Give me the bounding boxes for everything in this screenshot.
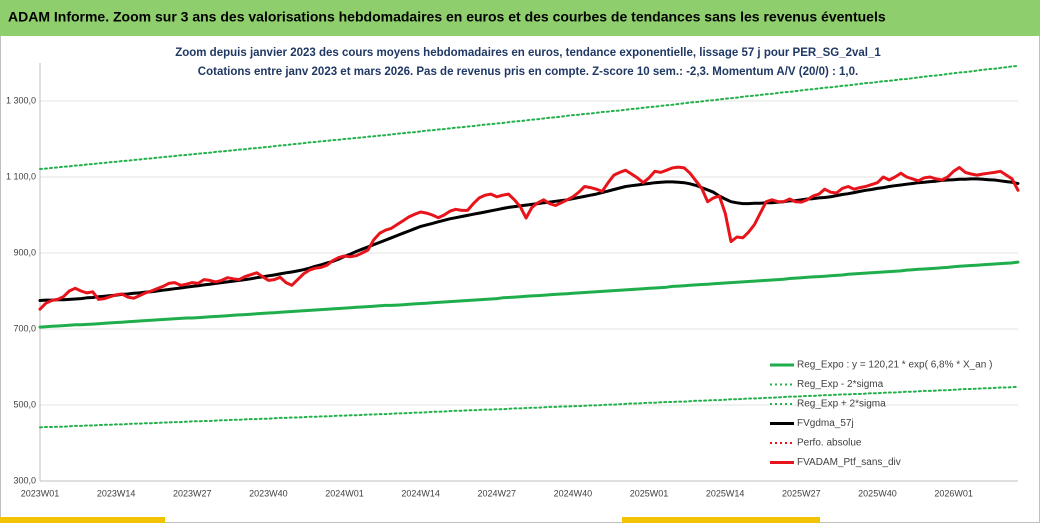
x-tick-label: 2025W01 [630, 488, 669, 498]
chart-subtitle: Cotations entre janv 2023 et mars 2026. … [198, 66, 858, 78]
x-tick-label: 2023W27 [173, 488, 212, 498]
x-tick-label: 2024W14 [401, 488, 440, 498]
legend-label: Reg_Exp + 2*sigma [797, 399, 886, 410]
x-tick-label: 2023W14 [97, 488, 136, 498]
y-tick-label: 700,0 [13, 323, 36, 333]
x-tick-label: 2023W40 [249, 488, 288, 498]
series-line [38, 165, 1020, 311]
header-title: ADAM Informe. Zoom sur 3 ans des valoris… [8, 9, 886, 25]
footer-accent [622, 517, 820, 523]
x-tick-label: 2026W01 [934, 488, 973, 498]
legend-label: Perfo. absolue [797, 438, 862, 449]
header-band [0, 0, 1040, 36]
y-tick-label: 300,0 [13, 475, 36, 485]
series-line [38, 260, 1020, 329]
chart-title: Zoom depuis janvier 2023 des cours moyen… [175, 47, 881, 59]
x-tick-label: 2025W27 [782, 488, 821, 498]
y-tick-label: 1 300,0 [6, 95, 36, 105]
series-line [39, 65, 1019, 170]
x-tick-label: 2025W14 [706, 488, 745, 498]
footer-accent [0, 517, 165, 523]
y-tick-label: 500,0 [13, 399, 36, 409]
legend-label: FVADAM_Ptf_sans_div [797, 457, 901, 468]
legend-label: Reg_Exp - 2*sigma [797, 379, 884, 390]
series-line [38, 177, 1020, 302]
x-tick-label: 2024W40 [554, 488, 593, 498]
x-tick-label: 2023W01 [21, 488, 60, 498]
legend-label: Reg_Expo : y = 120,21 * exp( 6,8% * X_an… [797, 360, 992, 371]
x-tick-label: 2024W27 [478, 488, 517, 498]
x-tick-label: 2025W40 [858, 488, 897, 498]
y-tick-label: 900,0 [13, 247, 36, 257]
y-tick-label: 1 100,0 [6, 171, 36, 181]
x-tick-label: 2024W01 [325, 488, 364, 498]
legend-label: FVgdma_57j [797, 418, 854, 429]
series-line [39, 385, 1019, 429]
